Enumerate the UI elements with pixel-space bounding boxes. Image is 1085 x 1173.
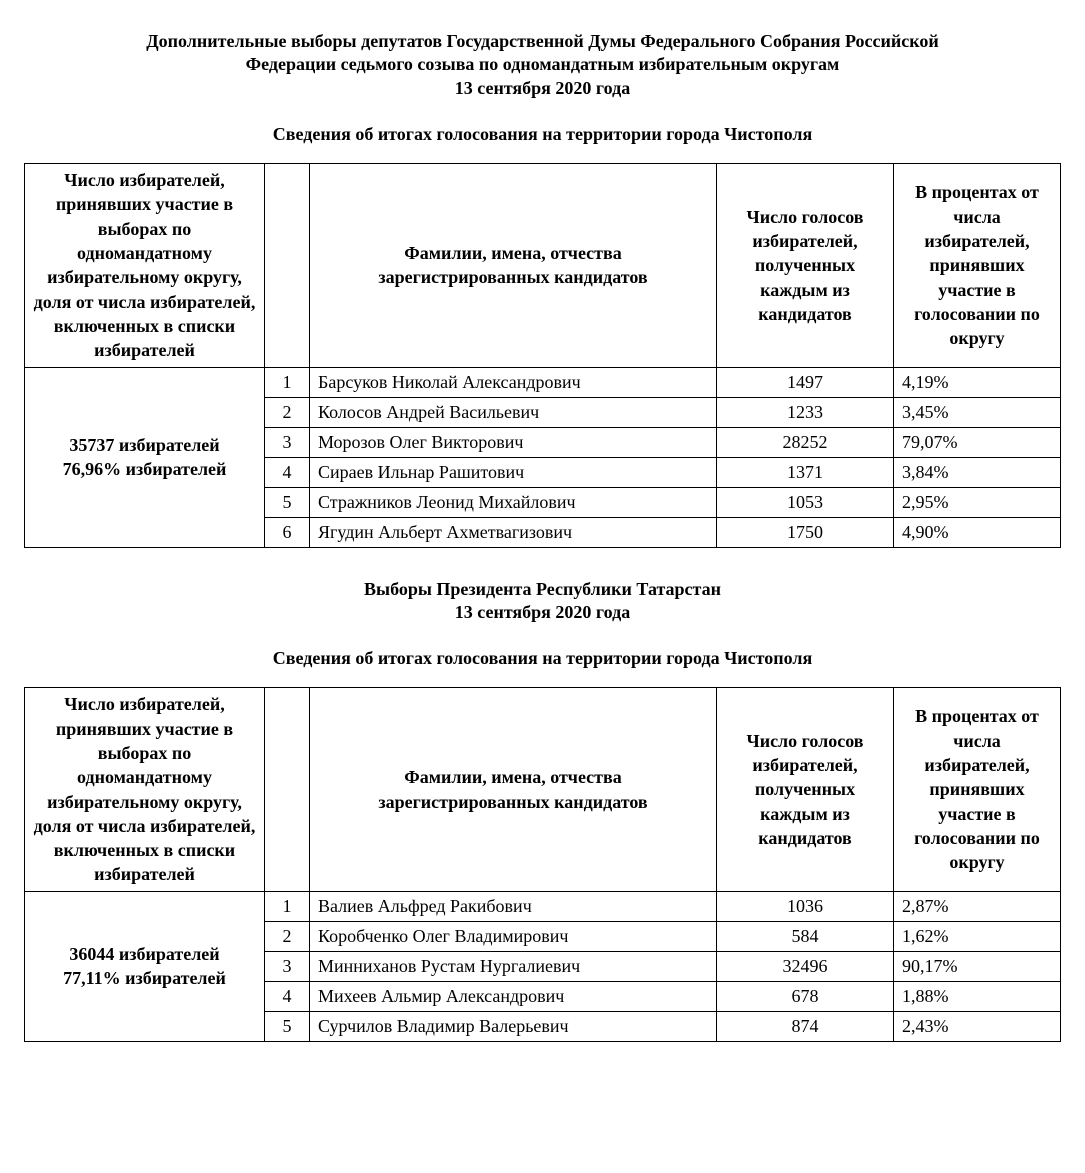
section2-table: Число избирателей, принявших участие в в… xyxy=(24,687,1061,1041)
row-index: 3 xyxy=(265,427,310,457)
section2-body: 36044 избирателей77,11% избирателей1Вали… xyxy=(25,891,1061,1041)
votes-count: 32496 xyxy=(717,951,894,981)
row-index: 4 xyxy=(265,981,310,1011)
votes-count: 584 xyxy=(717,921,894,951)
section1-title-line3: 13 сентября 2020 года xyxy=(24,77,1061,100)
section1-header-col4: Число голосов избирателей, полученных ка… xyxy=(717,164,894,367)
section1-title: Дополнительные выборы депутатов Государс… xyxy=(24,30,1061,100)
section2-header-col1: Число избирателей, принявших участие в в… xyxy=(25,688,265,891)
candidate-name: Барсуков Николай Александрович xyxy=(310,367,717,397)
candidate-name: Колосов Андрей Васильевич xyxy=(310,397,717,427)
candidate-name: Коробченко Олег Владимирович xyxy=(310,921,717,951)
row-index: 6 xyxy=(265,517,310,547)
votes-percent: 2,95% xyxy=(894,487,1061,517)
votes-percent: 90,17% xyxy=(894,951,1061,981)
votes-count: 1053 xyxy=(717,487,894,517)
section1-subtitle: Сведения об итогах голосования на террит… xyxy=(24,124,1061,145)
section2-summary-line1: 36044 избирателей xyxy=(33,942,256,966)
section2-title-line2: 13 сентября 2020 года xyxy=(24,601,1061,624)
section1-summary-line1: 35737 избирателей xyxy=(33,433,256,457)
votes-count: 1036 xyxy=(717,891,894,921)
votes-percent: 4,19% xyxy=(894,367,1061,397)
section1-header-col2 xyxy=(265,164,310,367)
votes-count: 1371 xyxy=(717,457,894,487)
candidate-name: Морозов Олег Викторович xyxy=(310,427,717,457)
candidate-name: Сурчилов Владимир Валерьевич xyxy=(310,1011,717,1041)
candidate-name: Ягудин Альберт Ахметвагизович xyxy=(310,517,717,547)
candidate-name: Минниханов Рустам Нургалиевич xyxy=(310,951,717,981)
section1-title-line1: Дополнительные выборы депутатов Государс… xyxy=(24,30,1061,53)
section2-title: Выборы Президента Республики Татарстан 1… xyxy=(24,578,1061,625)
candidate-name: Михеев Альмир Александрович xyxy=(310,981,717,1011)
row-index: 3 xyxy=(265,951,310,981)
section1-summary-cell: 35737 избирателей76,96% избирателей xyxy=(25,367,265,547)
table-row: 35737 избирателей76,96% избирателей1Барс… xyxy=(25,367,1061,397)
section1-header-col5: В процентах от числа избирателей, приняв… xyxy=(894,164,1061,367)
votes-count: 874 xyxy=(717,1011,894,1041)
section2-header-row: Число избирателей, принявших участие в в… xyxy=(25,688,1061,891)
section2-header-col2 xyxy=(265,688,310,891)
candidate-name: Валиев Альфред Ракибович xyxy=(310,891,717,921)
votes-percent: 2,87% xyxy=(894,891,1061,921)
votes-percent: 1,88% xyxy=(894,981,1061,1011)
section1-header-col3: Фамилии, имена, отчества зарегистрирован… xyxy=(310,164,717,367)
row-index: 5 xyxy=(265,487,310,517)
candidate-name: Сираев Ильнар Рашитович xyxy=(310,457,717,487)
votes-percent: 2,43% xyxy=(894,1011,1061,1041)
row-index: 1 xyxy=(265,367,310,397)
votes-percent: 79,07% xyxy=(894,427,1061,457)
votes-percent: 1,62% xyxy=(894,921,1061,951)
section1-summary-line2: 76,96% избирателей xyxy=(33,457,256,481)
section2-summary-cell: 36044 избирателей77,11% избирателей xyxy=(25,891,265,1041)
section2-header-col4: Число голосов избирателей, полученных ка… xyxy=(717,688,894,891)
row-index: 5 xyxy=(265,1011,310,1041)
section1-body: 35737 избирателей76,96% избирателей1Барс… xyxy=(25,367,1061,547)
row-index: 2 xyxy=(265,397,310,427)
row-index: 4 xyxy=(265,457,310,487)
section2-title-line1: Выборы Президента Республики Татарстан xyxy=(24,578,1061,601)
votes-count: 1750 xyxy=(717,517,894,547)
section1-table: Число избирателей, принявших участие в в… xyxy=(24,163,1061,547)
candidate-name: Стражников Леонид Михайлович xyxy=(310,487,717,517)
votes-count: 1497 xyxy=(717,367,894,397)
row-index: 2 xyxy=(265,921,310,951)
row-index: 1 xyxy=(265,891,310,921)
section2-subtitle: Сведения об итогах голосования на террит… xyxy=(24,648,1061,669)
votes-count: 1233 xyxy=(717,397,894,427)
votes-count: 28252 xyxy=(717,427,894,457)
votes-percent: 3,84% xyxy=(894,457,1061,487)
votes-percent: 3,45% xyxy=(894,397,1061,427)
section1-title-line2: Федерации седьмого созыва по одномандатн… xyxy=(24,53,1061,76)
section2-summary-line2: 77,11% избирателей xyxy=(33,966,256,990)
section2-header-col5: В процентах от числа избирателей, приняв… xyxy=(894,688,1061,891)
table-row: 36044 избирателей77,11% избирателей1Вали… xyxy=(25,891,1061,921)
votes-percent: 4,90% xyxy=(894,517,1061,547)
section1-header-col1: Число избирателей, принявших участие в в… xyxy=(25,164,265,367)
votes-count: 678 xyxy=(717,981,894,1011)
section2-header-col3: Фамилии, имена, отчества зарегистрирован… xyxy=(310,688,717,891)
section1-header-row: Число избирателей, принявших участие в в… xyxy=(25,164,1061,367)
